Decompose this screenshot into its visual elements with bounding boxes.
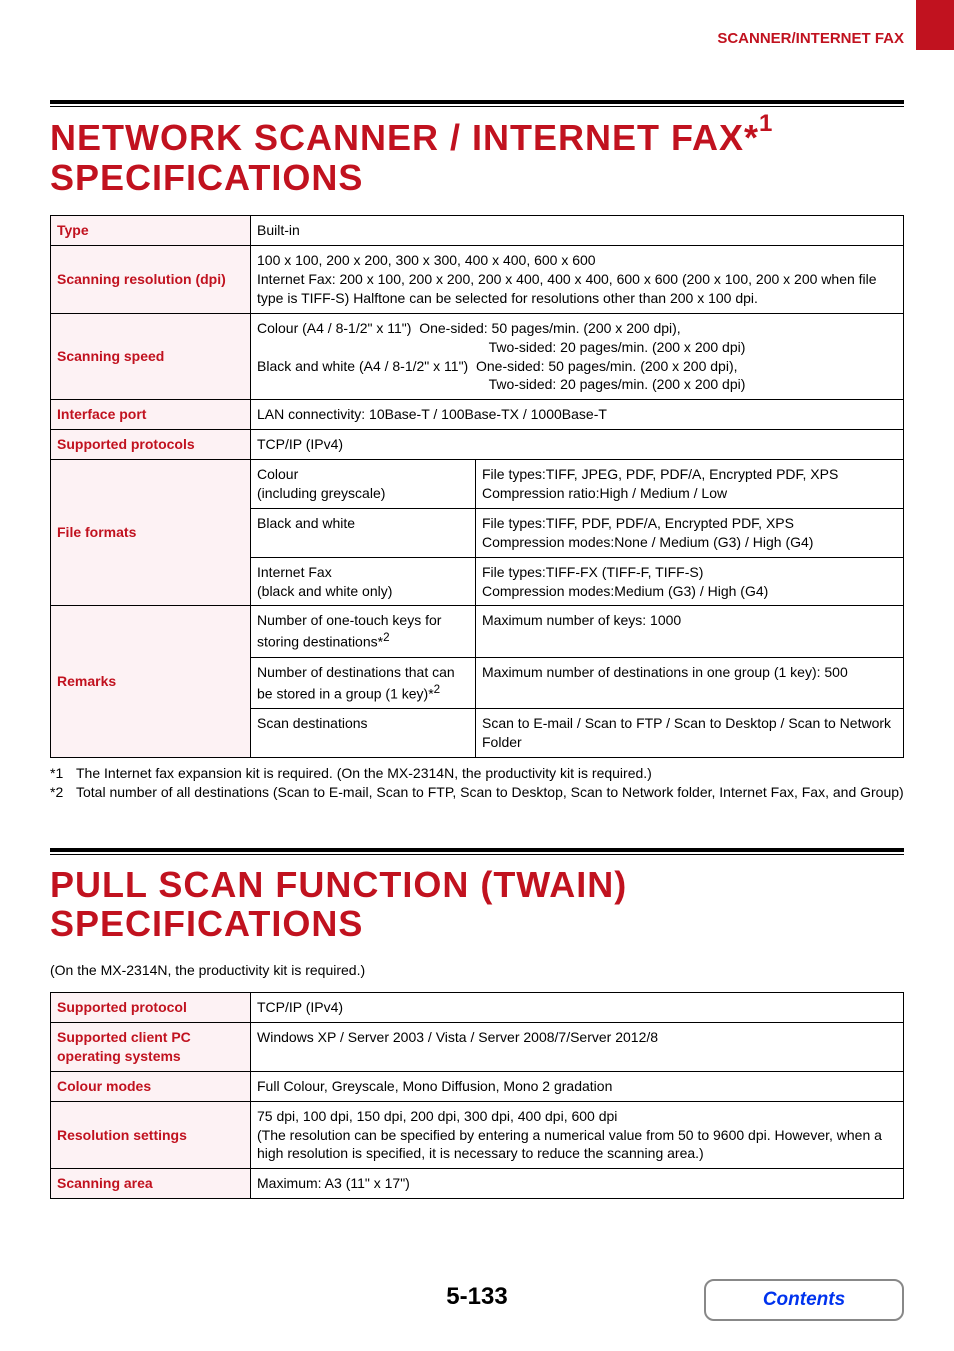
corner-accent: [916, 0, 954, 50]
cell: Scan to E-mail / Scan to FTP / Scan to D…: [476, 709, 904, 758]
cell: Maximum: A3 (11" x 17"): [251, 1169, 904, 1199]
footnote-tag: *2: [50, 783, 76, 802]
footnote-text: The Internet fax expansion kit is requir…: [76, 764, 904, 783]
contents-button[interactable]: Contents: [704, 1279, 904, 1321]
row-label: Type: [51, 216, 251, 246]
footnote: *2Total number of all destinations (Scan…: [50, 783, 904, 802]
row-label: Scanning speed: [51, 313, 251, 400]
cell: Black and white: [251, 508, 476, 557]
contents-label: Contents: [763, 1289, 845, 1311]
page: SCANNER/INTERNET FAX NETWORK SCANNER / I…: [0, 0, 954, 1351]
cell: Built-in: [251, 216, 904, 246]
footnote: *1The Internet fax expansion kit is requ…: [50, 764, 904, 783]
cell: Windows XP / Server 2003 / Vista / Serve…: [251, 1022, 904, 1071]
rule-thick: [50, 848, 904, 852]
cell: TCP/IP (IPv4): [251, 430, 904, 460]
heading-2-sub: (On the MX-2314N, the productivity kit i…: [50, 962, 904, 978]
cell: File types:TIFF-FX (TIFF-F, TIFF-S)Compr…: [476, 557, 904, 606]
cell: Colour(including greyscale): [251, 460, 476, 509]
section-label: SCANNER/INTERNET FAX: [717, 30, 904, 47]
cell: File types:TIFF, PDF, PDF/A, Encrypted P…: [476, 508, 904, 557]
cell: Full Colour, Greyscale, Mono Diffusion, …: [251, 1071, 904, 1101]
section-2: PULL SCAN FUNCTION (TWAIN) SPECIFICATION…: [50, 848, 904, 1199]
heading-2: PULL SCAN FUNCTION (TWAIN) SPECIFICATION…: [50, 865, 904, 944]
cell: Maximum number of keys: 1000: [476, 606, 904, 657]
cell: 75 dpi, 100 dpi, 150 dpi, 200 dpi, 300 d…: [251, 1101, 904, 1169]
row-label: Remarks: [51, 606, 251, 758]
row-label: Colour modes: [51, 1071, 251, 1101]
row-label: Interface port: [51, 400, 251, 430]
cell: Number of one-touch keys for storing des…: [251, 606, 476, 657]
spec-table-1: TypeBuilt-inScanning resolution (dpi)100…: [50, 215, 904, 758]
row-label: Scanning resolution (dpi): [51, 246, 251, 314]
rule-thin: [50, 854, 904, 855]
rule-thick: [50, 100, 904, 104]
row-label: Scanning area: [51, 1169, 251, 1199]
row-label: Resolution settings: [51, 1101, 251, 1169]
footnote-text: Total number of all destinations (Scan t…: [76, 783, 904, 802]
cell: File types:TIFF, JPEG, PDF, PDF/A, Encry…: [476, 460, 904, 509]
row-label: Supported protocols: [51, 430, 251, 460]
rule-thin: [50, 106, 904, 107]
footnote-tag: *1: [50, 764, 76, 783]
cell: LAN connectivity: 10Base-T / 100Base-TX …: [251, 400, 904, 430]
section-1: NETWORK SCANNER / INTERNET FAX*1 SPECIFI…: [50, 100, 904, 802]
row-label: Supported client PC operating systems: [51, 1022, 251, 1071]
cell: Colour (A4 / 8-1/2" x 11") One-sided: 50…: [251, 313, 904, 400]
cell: TCP/IP (IPv4): [251, 993, 904, 1023]
cell: Maximum number of destinations in one gr…: [476, 657, 904, 708]
heading-1: NETWORK SCANNER / INTERNET FAX*1 SPECIFI…: [50, 117, 904, 197]
cell: Number of destinations that can be store…: [251, 657, 476, 708]
cell: Scan destinations: [251, 709, 476, 758]
row-label: File formats: [51, 460, 251, 606]
spec-table-2: Supported protocolTCP/IP (IPv4)Supported…: [50, 992, 904, 1199]
cell: 100 x 100, 200 x 200, 300 x 300, 400 x 4…: [251, 246, 904, 314]
row-label: Supported protocol: [51, 993, 251, 1023]
footnotes: *1The Internet fax expansion kit is requ…: [50, 764, 904, 802]
cell: Internet Fax(black and white only): [251, 557, 476, 606]
